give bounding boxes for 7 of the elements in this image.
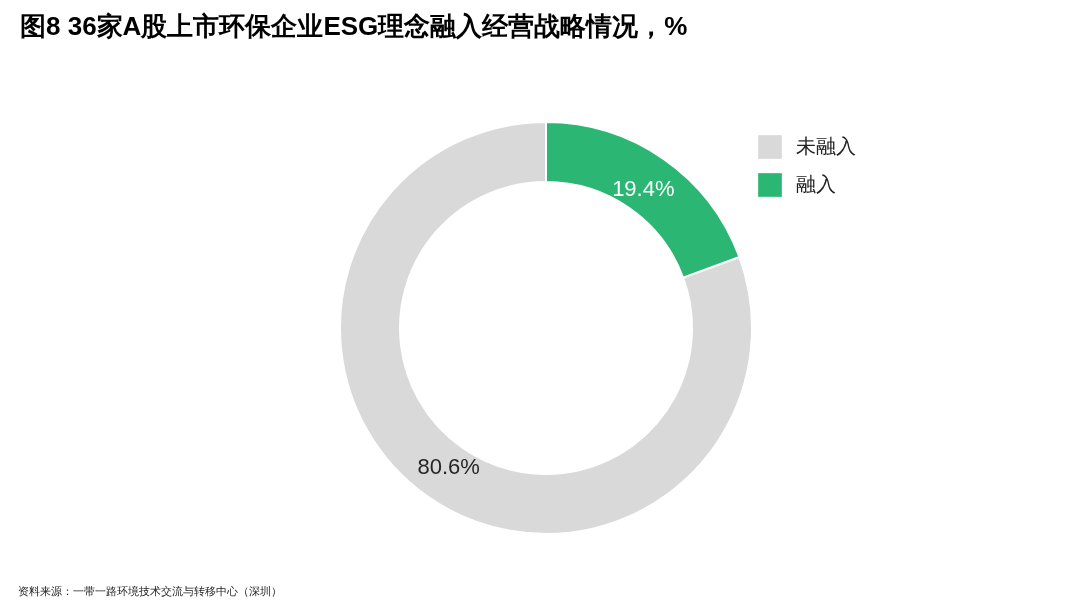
text: 资料来源：一带一路环境技术交流与转移中心（深圳） [18,585,282,597]
donut-slice [339,121,753,535]
legend-label: 融入 [796,173,836,195]
chart-title: 图8 36家A股上市环保企业ESG理念融入经营战略情况，% [20,11,688,41]
legend-label: 未融入 [796,135,856,157]
data-label: 80.6% [417,454,480,480]
data-label: 19.4% [612,175,675,201]
